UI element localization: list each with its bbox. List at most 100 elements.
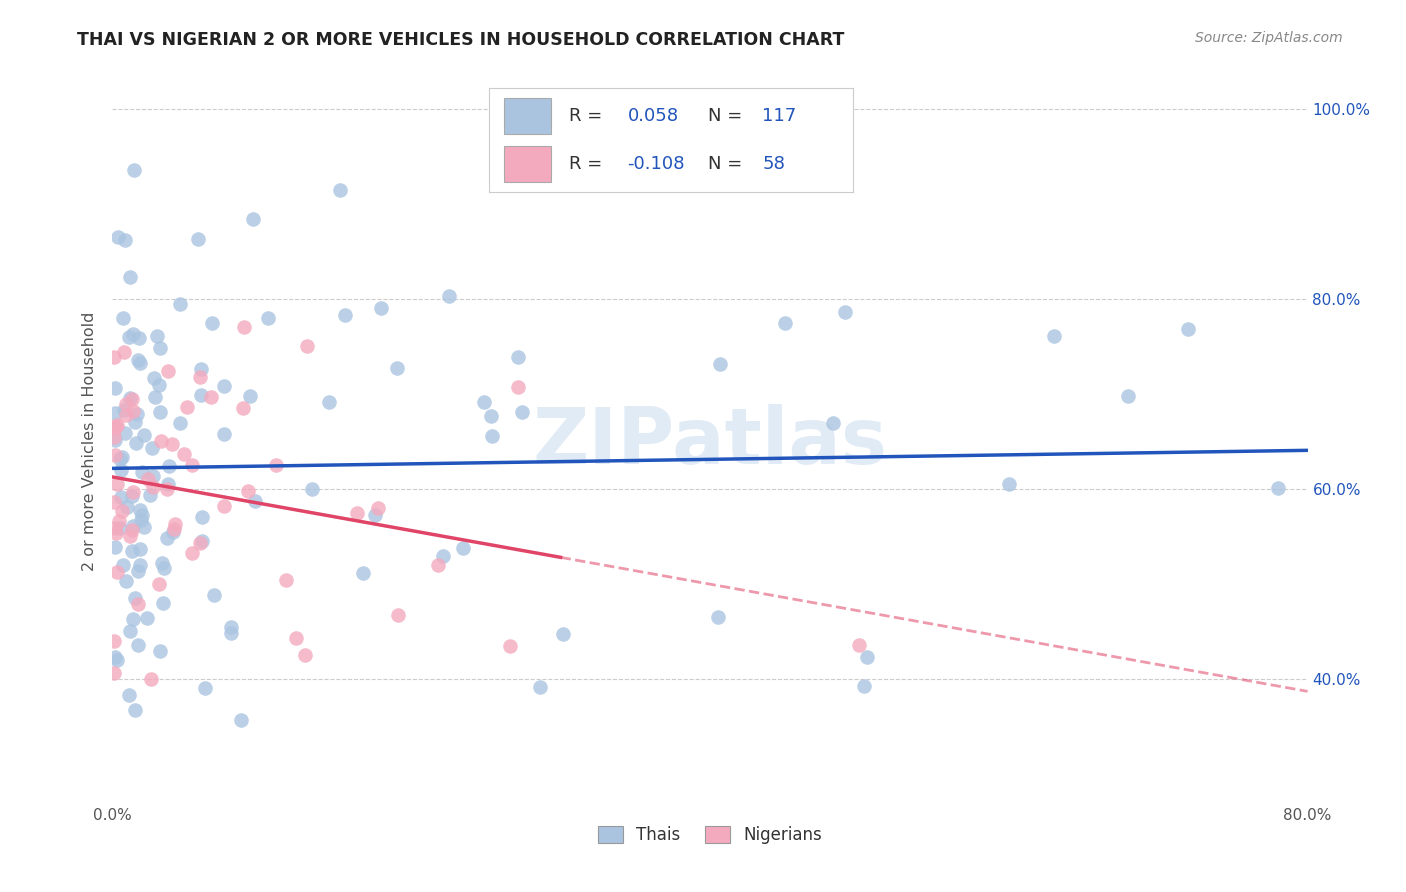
Point <box>295 338 318 352</box>
Point <box>131 465 153 479</box>
Point <box>162 524 184 539</box>
Point <box>104 434 127 448</box>
Point <box>194 681 217 695</box>
Point <box>176 400 198 414</box>
Point <box>169 297 191 311</box>
Point <box>212 379 235 393</box>
Point <box>104 381 127 395</box>
Point <box>121 327 143 342</box>
Point <box>124 591 146 606</box>
Point <box>232 401 254 415</box>
Point <box>127 352 149 367</box>
Point <box>191 534 214 549</box>
Point <box>233 319 256 334</box>
Point <box>1042 328 1064 343</box>
Point <box>821 417 844 431</box>
Point <box>118 529 141 543</box>
Point <box>118 624 141 639</box>
Point <box>115 574 138 588</box>
Point <box>114 233 136 247</box>
Point <box>156 364 179 378</box>
Point <box>114 408 136 422</box>
Point <box>150 557 173 571</box>
Point <box>141 469 163 483</box>
Point <box>107 229 129 244</box>
Point <box>773 316 796 330</box>
Point <box>121 403 143 417</box>
Point <box>1326 444 1348 458</box>
Point <box>111 450 134 465</box>
Point <box>115 500 138 514</box>
Point <box>367 500 389 515</box>
Point <box>453 541 475 555</box>
Point <box>136 472 159 486</box>
Point <box>190 362 212 376</box>
Point <box>118 329 141 343</box>
Point <box>214 499 236 513</box>
Point <box>105 418 128 433</box>
Point <box>104 421 127 435</box>
Point <box>127 564 149 578</box>
Point <box>146 329 169 343</box>
Point <box>131 513 153 527</box>
Point <box>162 437 184 451</box>
Point <box>553 627 575 641</box>
Point <box>139 488 162 502</box>
Point <box>129 558 152 573</box>
Point <box>141 672 163 686</box>
Point <box>120 270 142 285</box>
Point <box>127 638 149 652</box>
Point <box>243 493 266 508</box>
Point <box>202 588 225 602</box>
Y-axis label: 2 or more Vehicles in Household: 2 or more Vehicles in Household <box>82 312 97 571</box>
Point <box>437 289 460 303</box>
Point <box>474 394 496 409</box>
Point <box>103 665 125 680</box>
Point <box>834 305 856 319</box>
Point <box>142 480 165 494</box>
Point <box>214 427 236 442</box>
Point <box>709 357 731 371</box>
Point <box>256 310 278 325</box>
Point <box>134 519 156 533</box>
Point <box>112 403 135 417</box>
Point <box>104 650 127 665</box>
Point <box>103 350 125 364</box>
Point <box>201 316 224 330</box>
Point <box>129 356 152 370</box>
Point <box>294 648 316 662</box>
Point <box>385 361 408 376</box>
Point <box>219 626 242 640</box>
Point <box>998 477 1021 491</box>
Point <box>121 489 143 503</box>
Point <box>1118 389 1140 403</box>
Point <box>104 540 127 554</box>
Point <box>301 482 323 496</box>
Point <box>188 369 211 384</box>
Point <box>105 653 128 667</box>
Point <box>242 211 264 226</box>
Point <box>856 650 879 665</box>
Point <box>149 341 172 355</box>
Point <box>479 409 502 423</box>
Point <box>112 558 135 572</box>
Point <box>236 484 259 499</box>
Point <box>104 526 127 541</box>
Point <box>333 308 356 322</box>
Point <box>432 549 454 563</box>
Point <box>149 434 172 449</box>
Point <box>132 428 155 442</box>
Point <box>239 389 262 403</box>
Point <box>135 611 157 625</box>
Point <box>108 451 131 466</box>
Point <box>121 523 143 537</box>
Point <box>181 546 204 560</box>
Point <box>111 504 134 518</box>
Point <box>510 404 533 418</box>
Point <box>156 531 179 545</box>
Point <box>529 680 551 694</box>
Point <box>188 535 211 549</box>
Point <box>163 517 186 532</box>
Point <box>115 396 138 410</box>
Point <box>1267 481 1289 495</box>
